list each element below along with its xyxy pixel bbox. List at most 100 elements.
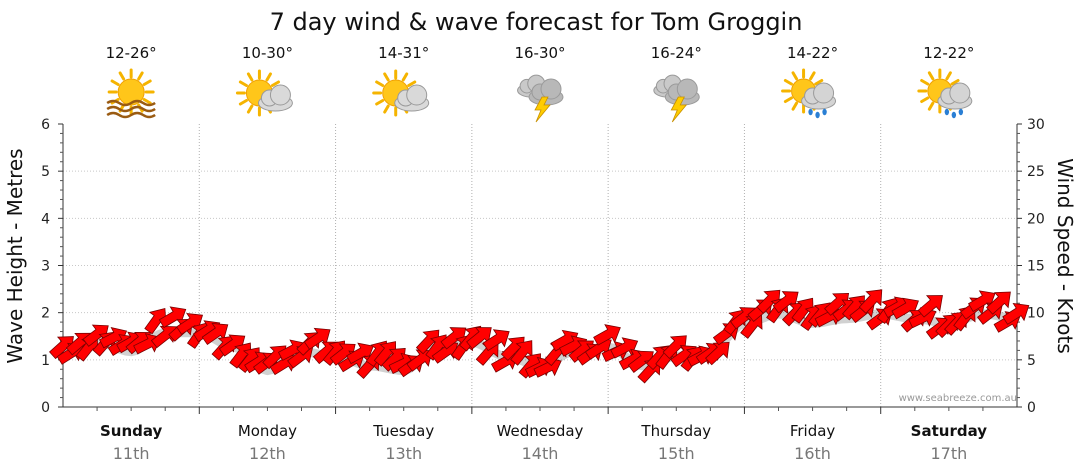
day-name-label: Wednesday bbox=[497, 422, 584, 440]
sun-ray bbox=[783, 79, 793, 86]
sun-ray bbox=[927, 101, 935, 111]
grid-lines bbox=[63, 124, 1017, 407]
sun-shower-icon bbox=[917, 68, 973, 119]
day-name-label: Sunday bbox=[100, 422, 163, 440]
left-axis-ticks: 0 1 2 3 4 5 6 bbox=[41, 117, 63, 416]
right-axis-tick-label: 25 bbox=[1027, 164, 1045, 180]
right-axis-label: Wind Speed - Knots bbox=[1053, 158, 1077, 354]
chart-title: 7 day wind & wave forecast for Tom Grogg… bbox=[270, 8, 803, 36]
temperature-range: 14-22° bbox=[787, 44, 838, 62]
sun-disc bbox=[117, 78, 145, 106]
thunderstorm-icon bbox=[653, 74, 700, 123]
sun-ray bbox=[246, 104, 254, 114]
sun-ray bbox=[375, 80, 385, 87]
partly-cloudy-icon bbox=[235, 69, 293, 117]
sun-ray bbox=[809, 71, 816, 81]
cloud-shape bbox=[801, 82, 837, 110]
sun-ray bbox=[920, 79, 930, 86]
right-axis-tick-label: 30 bbox=[1027, 117, 1045, 133]
lightning-bolt bbox=[534, 96, 551, 123]
sun-ray bbox=[791, 71, 799, 81]
cloud-puff bbox=[540, 78, 562, 100]
rain-drop bbox=[822, 108, 827, 116]
thunderstorm-icon bbox=[517, 74, 564, 123]
sun-ray bbox=[407, 80, 417, 87]
temperature-range: 12-22° bbox=[923, 44, 974, 62]
cloud-puff bbox=[949, 82, 971, 104]
cloud-puff bbox=[269, 84, 291, 106]
sun-ray bbox=[927, 71, 935, 81]
sun-ray bbox=[945, 71, 952, 81]
left-axis-tick-label: 4 bbox=[41, 211, 50, 227]
left-axis-tick-label: 1 bbox=[41, 353, 50, 369]
rain-drop bbox=[951, 111, 957, 119]
sun-ray bbox=[814, 79, 824, 86]
day-labels: Sunday 11th Monday 12th Tuesday 13th Wednesday… bbox=[100, 422, 987, 463]
right-axis-tick-label: 10 bbox=[1027, 306, 1045, 322]
right-axis-tick-label: 20 bbox=[1027, 211, 1045, 227]
left-axis-tick-label: 2 bbox=[41, 306, 50, 322]
cloud-puff bbox=[406, 84, 428, 106]
cloud-shape bbox=[394, 84, 430, 112]
watermark: www.seabreeze.com.au bbox=[899, 393, 1017, 404]
sun-ray bbox=[142, 79, 152, 86]
left-axis-tick-label: 0 bbox=[41, 400, 50, 416]
day-date-label: 13th bbox=[385, 444, 422, 463]
wind-series bbox=[48, 289, 1030, 384]
wind-arrow bbox=[1002, 302, 1030, 325]
sun-ray bbox=[401, 72, 409, 82]
day-name-label: Thursday bbox=[640, 422, 711, 440]
cloud-shape bbox=[257, 84, 293, 112]
rain-drop bbox=[808, 108, 813, 116]
wind-arrow bbox=[406, 349, 433, 372]
left-axis-tick-label: 3 bbox=[41, 259, 50, 275]
day-date-label: 14th bbox=[522, 444, 559, 463]
sun-ray bbox=[383, 104, 390, 114]
partly-cloudy-icon bbox=[372, 69, 430, 117]
day-name-label: Saturday bbox=[911, 422, 988, 440]
rain-drop bbox=[944, 108, 950, 116]
sun-ray bbox=[118, 71, 126, 81]
right-axis-tick-label: 15 bbox=[1027, 259, 1045, 275]
left-axis-tick-label: 6 bbox=[41, 117, 50, 133]
sun-ray bbox=[375, 99, 385, 106]
right-axis-tick-label: 0 bbox=[1027, 400, 1036, 416]
sun-ray bbox=[265, 72, 272, 82]
right-axis-ticks: 0 5 10 15 20 25 30 bbox=[1017, 117, 1045, 416]
temperature-range: 10-30° bbox=[242, 44, 293, 62]
wind-arrow bbox=[891, 297, 919, 320]
left-axis-tick-label: 5 bbox=[41, 164, 50, 180]
right-axis-tick-label: 5 bbox=[1027, 353, 1036, 369]
day-date-label: 17th bbox=[930, 444, 967, 463]
wind-arrow bbox=[705, 341, 730, 366]
rain-drop bbox=[958, 108, 964, 116]
sun-ray bbox=[246, 72, 254, 82]
day-date-label: 12th bbox=[249, 444, 286, 463]
cloud-puff bbox=[813, 82, 835, 104]
wind-arrow bbox=[858, 289, 883, 314]
sun-ray bbox=[270, 80, 280, 87]
left-axis-label: Wave Height - Metres bbox=[3, 148, 27, 363]
sun-ray bbox=[791, 101, 799, 111]
haze-line bbox=[106, 105, 156, 113]
daily-weather-row: 12-26° 10-30° 14-31° 16-30° 16-24° 14-22° 12-2… bbox=[106, 44, 974, 123]
wind-arrow bbox=[150, 325, 177, 349]
wind-arrow bbox=[917, 295, 943, 318]
wind-arrow bbox=[740, 312, 763, 339]
wind-arrow bbox=[610, 337, 639, 359]
sun-ray bbox=[950, 79, 960, 86]
cloud-shape bbox=[937, 82, 973, 110]
temperature-range: 12-26° bbox=[106, 44, 157, 62]
wind-arrow bbox=[986, 291, 1011, 315]
day-name-label: Friday bbox=[790, 422, 836, 440]
cloud-shape bbox=[664, 78, 700, 106]
sun-shower-icon bbox=[781, 68, 837, 119]
temperature-range: 16-24° bbox=[651, 44, 702, 62]
sun-ray bbox=[137, 71, 144, 81]
rain-drop bbox=[815, 111, 820, 119]
sun-ray bbox=[383, 72, 390, 82]
temperature-range: 14-31° bbox=[378, 44, 429, 62]
sun-ray bbox=[920, 96, 930, 103]
